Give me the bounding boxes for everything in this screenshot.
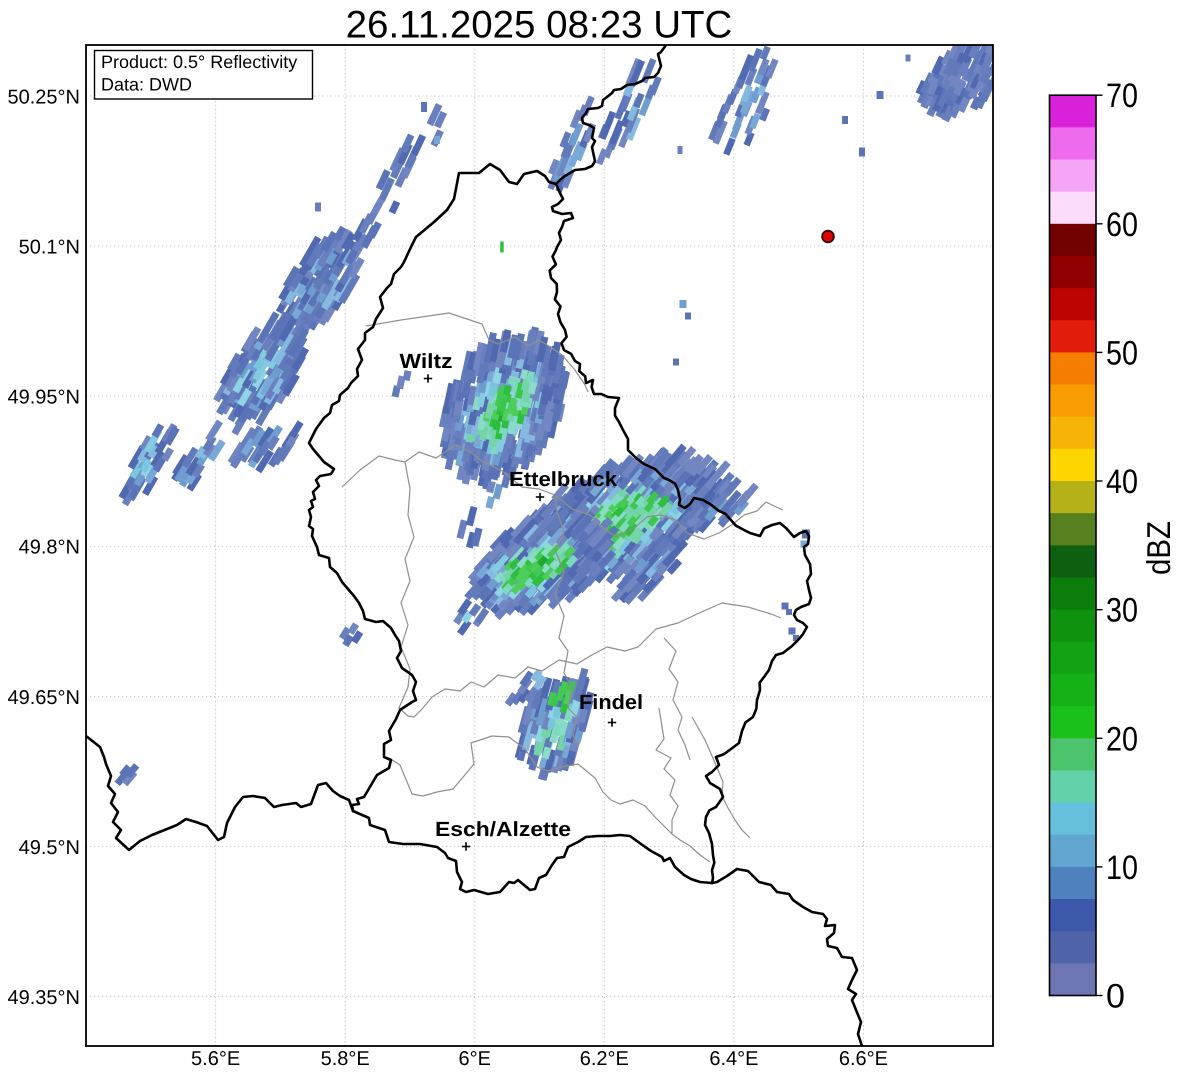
svg-text:Data: DWD: Data: DWD [101,75,192,95]
svg-text:70: 70 [1106,77,1138,115]
svg-text:50.25°N: 50.25°N [8,86,81,108]
svg-text:Product: 0.5° Reflectivity: Product: 0.5° Reflectivity [101,52,297,72]
svg-text:dBZ: dBZ [1140,521,1177,575]
svg-text:6.4°E: 6.4°E [709,1048,758,1070]
svg-text:40: 40 [1106,463,1138,501]
svg-text:5.6°E: 5.6°E [191,1048,240,1070]
svg-text:49.5°N: 49.5°N [19,837,80,859]
svg-text:Ettelbruck: Ettelbruck [509,468,618,491]
svg-text:49.35°N: 49.35°N [8,987,81,1009]
svg-text:6.2°E: 6.2°E [580,1048,629,1070]
svg-text:10: 10 [1106,849,1138,887]
svg-text:Esch/Alzette: Esch/Alzette [435,818,571,841]
svg-text:30: 30 [1106,592,1138,630]
svg-text:60: 60 [1106,206,1138,244]
svg-text:49.8°N: 49.8°N [19,537,80,559]
svg-text:5.8°E: 5.8°E [321,1048,370,1070]
svg-text:Wiltz: Wiltz [400,350,453,373]
svg-text:20: 20 [1106,720,1138,758]
svg-text:6°E: 6°E [458,1048,490,1070]
svg-text:0: 0 [1106,978,1125,1016]
svg-text:50: 50 [1106,334,1138,372]
svg-text:26.11.2025 08:23 UTC: 26.11.2025 08:23 UTC [346,4,733,47]
svg-text:50.1°N: 50.1°N [19,237,80,259]
svg-text:49.95°N: 49.95°N [8,387,81,409]
svg-text:6.6°E: 6.6°E [839,1048,888,1070]
svg-text:49.65°N: 49.65°N [8,687,81,709]
svg-text:Findel: Findel [579,691,643,714]
